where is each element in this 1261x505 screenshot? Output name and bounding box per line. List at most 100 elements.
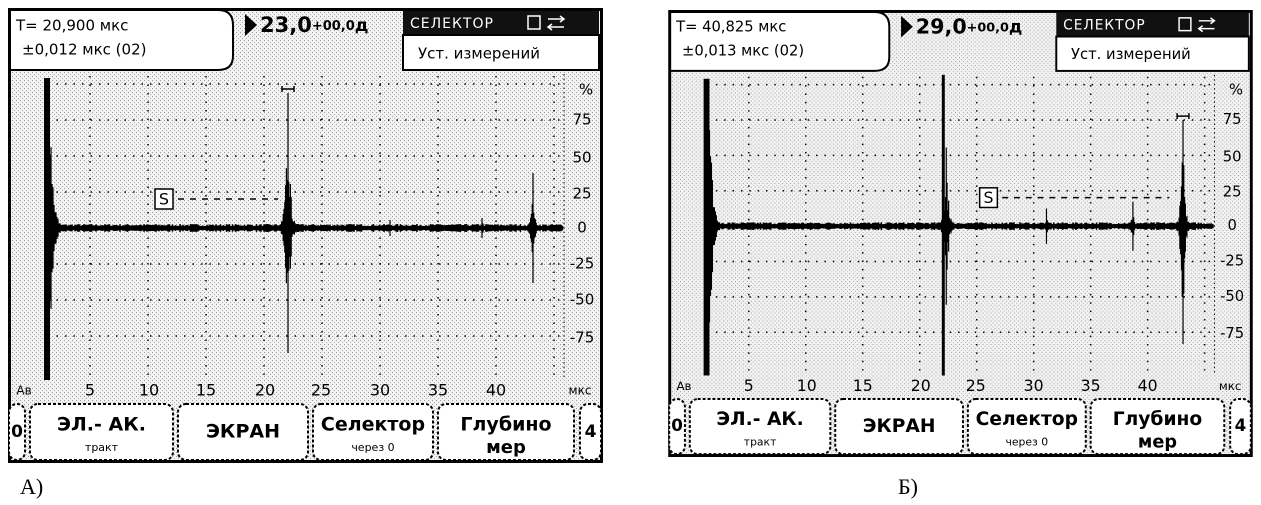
x-label: 15: [853, 376, 873, 395]
y-label: 75: [1223, 111, 1242, 128]
gain-offset: +00,0: [312, 19, 355, 34]
echo: [1175, 120, 1193, 345]
peak-marker: [1176, 113, 1190, 120]
x-label: 20: [255, 381, 275, 400]
echo: [385, 220, 396, 236]
time-error: ±0,013 мкс (02): [682, 42, 804, 59]
x-label: 40: [486, 381, 506, 400]
x-label: 20: [911, 376, 931, 395]
x-label: 5: [744, 376, 754, 395]
button-sub[interactable]: тракт: [85, 441, 119, 454]
echo: [1127, 201, 1140, 251]
gain-unit: д: [355, 16, 369, 36]
button[interactable]: [1229, 398, 1252, 456]
echo: [937, 147, 957, 305]
gain: 29,0+00,0д: [916, 15, 1023, 39]
x-label: 40: [1138, 376, 1158, 395]
initial-pulse: [703, 78, 710, 376]
button-sub[interactable]: через 0: [1006, 435, 1049, 448]
y-label: %: [579, 81, 593, 99]
initial-ringing: [708, 130, 727, 323]
button-label[interactable]: ЭКРАН: [863, 416, 936, 437]
x-label: мкс: [1219, 379, 1241, 393]
button-label[interactable]: Селектор: [321, 414, 425, 436]
gain-offset: +00,0: [967, 20, 1009, 35]
gate-box: [154, 188, 174, 210]
button-label[interactable]: 4: [585, 422, 597, 442]
button-label[interactable]: ЭЛ.- АК.: [716, 409, 803, 430]
device-screen: T= 20,900 мкс ±0,012 мкс (02) 23,0+00,0д СЕ…: [8, 8, 603, 463]
x-label: 10: [139, 381, 159, 400]
gate-label: S: [159, 190, 169, 209]
y-label: 50: [1223, 148, 1242, 165]
x-label: мкс: [569, 384, 592, 398]
y-label: -25: [570, 255, 595, 273]
button[interactable]: [688, 398, 832, 456]
gain: 23,0+00,0д: [260, 13, 369, 37]
y-label: 75: [572, 111, 591, 129]
y-label: -50: [570, 291, 595, 309]
x-label: 30: [370, 381, 390, 400]
gain-value: 23,0: [260, 13, 312, 37]
selector-arrows: [546, 15, 566, 31]
time-box: [669, 10, 891, 72]
y-label: -75: [570, 329, 595, 347]
x-label: 25: [966, 376, 986, 395]
button-label[interactable]: 4: [1235, 415, 1247, 435]
gate-box: [978, 187, 999, 209]
y-label: 25: [572, 185, 591, 203]
button[interactable]: [29, 403, 174, 461]
menu: Уст. измерений: [418, 45, 540, 63]
selector-icon: [527, 15, 541, 30]
echo: [526, 173, 542, 283]
initial-pulse: [44, 78, 50, 380]
y-label: 0: [1227, 217, 1236, 234]
y-label: -25: [1220, 252, 1244, 269]
selector-icon: [1178, 17, 1192, 32]
button-sub[interactable]: тракт: [744, 435, 777, 448]
button[interactable]: [177, 403, 309, 461]
menu-box: [1055, 35, 1250, 72]
selector: СЕЛЕКТОР: [1063, 18, 1145, 34]
button-label[interactable]: 0: [671, 415, 683, 435]
button-label[interactable]: ЭЛ.- АК.: [57, 414, 146, 436]
button[interactable]: [8, 403, 26, 461]
echo: [1041, 208, 1052, 244]
time: T= 40,825 мкс: [675, 19, 786, 36]
caption: А): [20, 474, 44, 499]
time: T= 20,900 мкс: [15, 17, 128, 35]
selector-arrows: [1197, 17, 1216, 33]
button[interactable]: [312, 403, 434, 461]
button-label[interactable]: Глубино: [1113, 409, 1203, 430]
button-label[interactable]: Глубино: [460, 414, 551, 436]
y-label: %: [1229, 82, 1243, 99]
menu: Уст. измерений: [1071, 46, 1191, 63]
button-sub[interactable]: мер: [486, 437, 526, 458]
gate-label: S: [984, 188, 994, 207]
button-label[interactable]: 0: [11, 422, 23, 442]
x-label: 30: [1024, 376, 1044, 395]
gain-value: 29,0: [916, 15, 967, 39]
button[interactable]: [579, 403, 602, 461]
button[interactable]: [834, 398, 964, 456]
button-label[interactable]: ЭКРАН: [206, 421, 280, 443]
x-label: Ав: [16, 384, 31, 398]
button[interactable]: [437, 403, 575, 461]
y-label: 50: [572, 149, 591, 167]
button[interactable]: [1089, 398, 1226, 456]
button-sub[interactable]: мер: [1138, 432, 1177, 452]
gain-arrow: [901, 15, 913, 38]
selector-box: [403, 11, 599, 35]
y-label: -50: [1220, 288, 1244, 305]
button[interactable]: [966, 398, 1087, 456]
gain-unit: д: [1009, 16, 1022, 36]
menu-box: [402, 34, 600, 71]
caption: Б): [898, 474, 918, 499]
y-label: 0: [577, 219, 587, 237]
button-sub[interactable]: через 0: [351, 441, 394, 454]
button-label[interactable]: Селектор: [976, 409, 1078, 430]
y-label: -75: [1220, 325, 1244, 342]
x-label: 10: [797, 376, 817, 395]
echo: [477, 218, 488, 238]
